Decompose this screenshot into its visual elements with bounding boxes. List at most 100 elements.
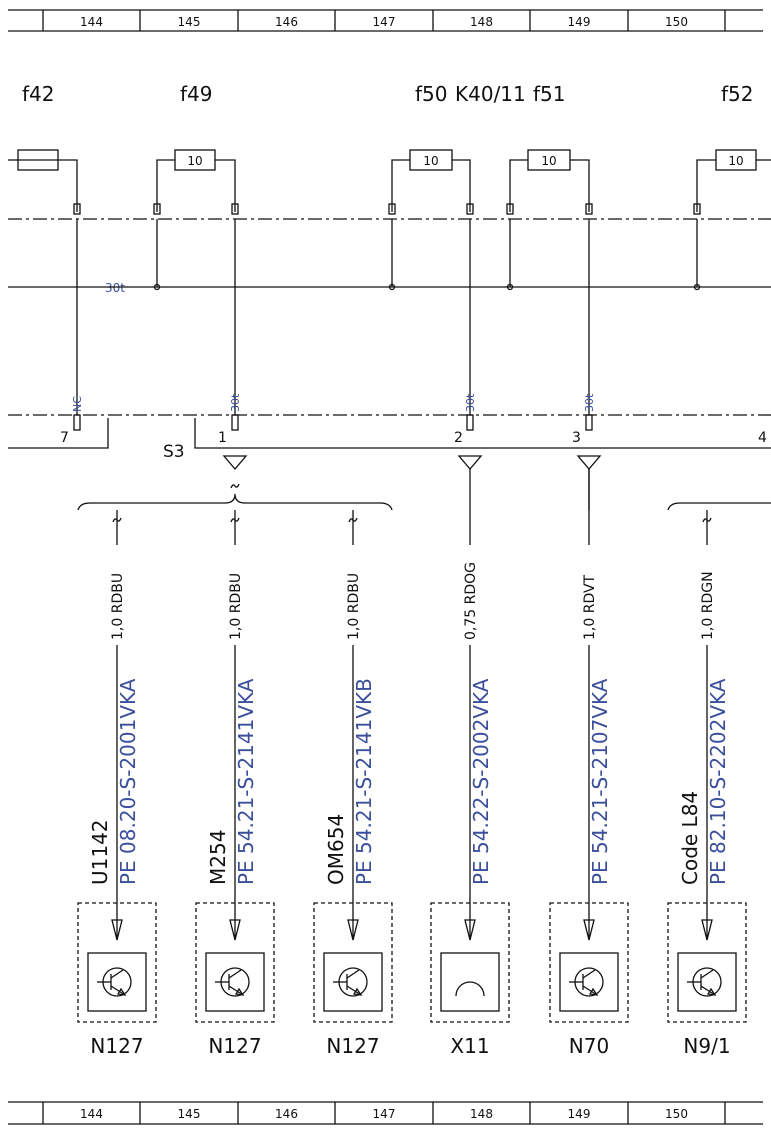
ruler-number: 147 bbox=[373, 15, 396, 29]
component-symbol-box bbox=[440, 952, 500, 1012]
pin-number: 3 bbox=[572, 430, 581, 446]
wire-arrow bbox=[229, 919, 241, 941]
fuse-wire bbox=[696, 159, 716, 212]
bracket bbox=[667, 502, 771, 511]
wire-arrow bbox=[347, 919, 359, 941]
wire-spec: 1,0 RDGN bbox=[700, 571, 716, 640]
fuse-wire bbox=[570, 159, 590, 212]
component-symbol-box bbox=[559, 952, 619, 1012]
fuse-wire bbox=[452, 159, 471, 212]
wire-arrow bbox=[701, 919, 713, 941]
terminal bbox=[585, 203, 593, 215]
pin bbox=[585, 414, 593, 431]
component-label: N70 bbox=[569, 1034, 609, 1058]
pin-number: 4 bbox=[758, 430, 767, 446]
component-label: N127 bbox=[326, 1034, 379, 1058]
component-label: N127 bbox=[208, 1034, 261, 1058]
ground-arrow bbox=[576, 455, 602, 471]
component-label: N127 bbox=[90, 1034, 143, 1058]
wire-arrow bbox=[111, 919, 123, 941]
component-frame bbox=[667, 902, 747, 1023]
wire-code: OM654 bbox=[324, 814, 348, 885]
fuse-wire bbox=[215, 159, 236, 212]
junction bbox=[693, 283, 701, 291]
pin-signal: NC bbox=[71, 396, 84, 412]
wire-arrow bbox=[464, 919, 476, 941]
ruler-number: 147 bbox=[373, 1107, 396, 1121]
fuse-wire bbox=[58, 159, 78, 212]
ruler-number: 146 bbox=[275, 15, 298, 29]
ruler-number: 150 bbox=[665, 1107, 688, 1121]
transistor-arrow bbox=[588, 987, 599, 996]
fuse-wire bbox=[391, 159, 410, 212]
pin bbox=[231, 414, 239, 431]
wire-spec: 0,75 RDOG bbox=[463, 562, 479, 640]
fuse-label: f50 bbox=[415, 82, 448, 106]
terminal bbox=[73, 203, 81, 215]
component-frame bbox=[549, 902, 629, 1023]
wire-ref: PE 54.21-S-2141VKB bbox=[352, 678, 376, 885]
transistor bbox=[346, 985, 362, 996]
wire-spec: 1,0 RDBU bbox=[346, 573, 362, 640]
fuse-rating: 10 bbox=[728, 154, 743, 168]
ruler-number: 144 bbox=[80, 1107, 103, 1121]
transistor-arrow bbox=[352, 987, 363, 996]
component-label: N9/1 bbox=[683, 1034, 730, 1058]
transistor bbox=[582, 969, 596, 979]
transistor bbox=[346, 969, 360, 979]
pin-signal: 30t bbox=[583, 393, 596, 412]
transistor bbox=[110, 985, 126, 996]
terminal bbox=[693, 203, 701, 215]
transistor bbox=[228, 969, 242, 979]
component-symbol-box bbox=[87, 952, 147, 1012]
ruler-number: 148 bbox=[470, 1107, 493, 1121]
wire-ref: PE 54.22-S-2002VKA bbox=[469, 678, 493, 885]
ruler-number: 146 bbox=[275, 1107, 298, 1121]
transistor bbox=[110, 969, 124, 979]
wire-ref: PE 08.20-S-2001VKA bbox=[116, 678, 140, 885]
wire-spec: 1,0 RDBU bbox=[110, 573, 126, 640]
transistor-arrow bbox=[116, 987, 127, 996]
transistor bbox=[700, 985, 716, 996]
socket-symbol bbox=[455, 981, 485, 997]
wire-ref: PE 82.10-S-2202VKA bbox=[706, 678, 730, 885]
terminal bbox=[153, 203, 161, 215]
wire-ref: PE 54.21-S-2107VKA bbox=[588, 678, 612, 885]
wire-arrow bbox=[583, 919, 595, 941]
fuse-label: f52 bbox=[721, 82, 754, 106]
component-symbol-box bbox=[677, 952, 737, 1012]
transistor bbox=[700, 969, 714, 979]
transistor bbox=[582, 985, 598, 996]
pin bbox=[466, 414, 474, 431]
component-label: X11 bbox=[450, 1034, 489, 1058]
ground-arrow bbox=[457, 455, 483, 471]
ruler-number: 145 bbox=[178, 1107, 201, 1121]
transistor bbox=[228, 985, 244, 996]
terminal bbox=[506, 203, 514, 215]
fuse-rating: 10 bbox=[423, 154, 438, 168]
ruler-number: 145 bbox=[178, 15, 201, 29]
fuse-label: f42 bbox=[22, 82, 55, 106]
component-frame bbox=[195, 902, 275, 1023]
ground-arrow bbox=[222, 455, 248, 471]
ruler-number: 144 bbox=[80, 15, 103, 29]
wire-spec: 1,0 RDBU bbox=[228, 573, 244, 640]
ruler-number: 149 bbox=[568, 1107, 591, 1121]
ruler-number: 148 bbox=[470, 15, 493, 29]
junction bbox=[153, 283, 161, 291]
connector-outline bbox=[8, 418, 109, 449]
wire-spec: 1,0 RDVT bbox=[582, 574, 598, 640]
component-frame bbox=[77, 902, 157, 1023]
fuse-wire bbox=[156, 159, 175, 212]
component-frame bbox=[430, 902, 510, 1023]
fuse-rating: 10 bbox=[541, 154, 556, 168]
pin-number: 2 bbox=[454, 430, 463, 446]
pin-signal: 30t bbox=[464, 393, 477, 412]
terminal bbox=[466, 203, 474, 215]
relay-label: K40/11 bbox=[455, 82, 526, 106]
fuse-wire bbox=[509, 159, 528, 212]
fuse-rating: 10 bbox=[187, 154, 202, 168]
pin-signal: 30t bbox=[229, 393, 242, 412]
component-frame bbox=[313, 902, 393, 1023]
terminal bbox=[231, 203, 239, 215]
